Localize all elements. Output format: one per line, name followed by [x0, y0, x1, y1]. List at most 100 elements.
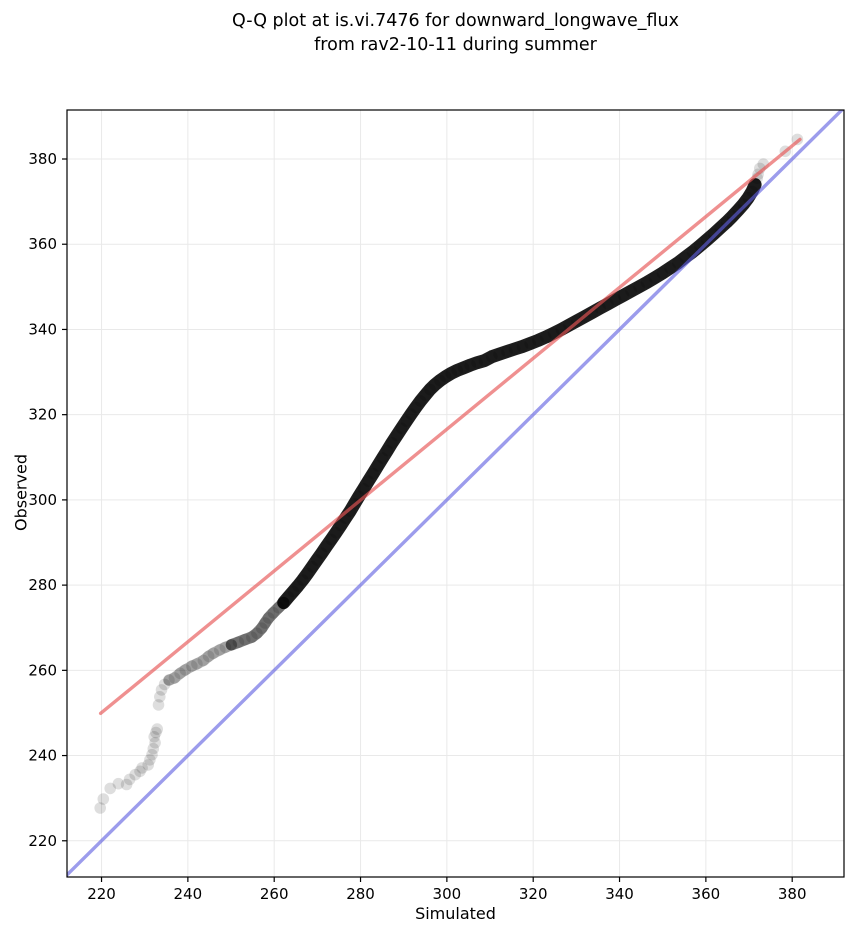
scatter-point: [508, 343, 521, 355]
scatter-point: [707, 228, 720, 240]
scatter-point: [207, 647, 220, 660]
scatter-point: [315, 547, 328, 559]
x-tick-label: 240: [174, 885, 203, 903]
scatter-point: [464, 359, 477, 372]
x-tick-label: 260: [260, 885, 289, 903]
scatter-point: [609, 293, 622, 306]
scatter-point: [214, 644, 226, 656]
scatter-point: [259, 617, 271, 629]
scatter-point: [232, 636, 245, 648]
scatter-point: [320, 540, 333, 553]
scatter-point: [391, 429, 403, 442]
scatter-point: [306, 561, 319, 573]
scatter-point: [151, 723, 163, 735]
scatter-point: [395, 422, 408, 435]
y-tick-label: 360: [28, 235, 57, 253]
x-tick-label: 380: [778, 885, 807, 903]
y-tick-label: 380: [28, 150, 57, 168]
y-tick-label: 280: [28, 576, 57, 594]
scatter-point: [372, 460, 384, 472]
scatter-point: [296, 574, 309, 586]
scatter-point: [149, 737, 161, 749]
scatter-point: [168, 672, 181, 684]
scatter-point: [501, 345, 513, 358]
scatter-point: [367, 467, 379, 480]
x-tick-label: 220: [87, 885, 116, 903]
plot-title: Q-Q plot at is.vi.7476 for downward_long…: [67, 9, 844, 57]
scatter-point: [414, 395, 427, 407]
scatter-point: [664, 262, 676, 274]
scatter-point: [486, 350, 498, 363]
scatter-point: [471, 356, 483, 369]
scatter-point: [282, 591, 295, 603]
scatter-point: [112, 777, 125, 790]
scatter-point: [262, 612, 275, 624]
scatter-point: [219, 641, 232, 654]
scatter-density-band: [163, 639, 237, 686]
scatter-point: [174, 667, 186, 680]
scatter-point: [640, 276, 653, 289]
scatter-point: [277, 596, 290, 609]
scatter-point: [197, 654, 210, 667]
scatter-point: [136, 762, 148, 774]
scatter-point: [357, 483, 370, 495]
scatter-point: [163, 674, 175, 686]
scatter-point: [287, 585, 300, 598]
scatter-point: [524, 337, 536, 350]
scatter-point: [147, 742, 160, 755]
scatter-density-band: [225, 596, 290, 651]
scatter-point: [410, 401, 422, 414]
scatter-point: [129, 768, 141, 781]
scatter-point: [749, 178, 761, 191]
y-axis-label: Observed: [11, 454, 31, 531]
scatter-point: [539, 331, 552, 343]
scatter-point: [493, 348, 505, 361]
scatter-point: [516, 340, 529, 353]
scatter-point: [400, 415, 413, 427]
x-axis-label: Simulated: [415, 904, 496, 923]
axes-spines: [66, 109, 845, 878]
scatter-point: [186, 660, 198, 672]
y-tick-label: 260: [28, 661, 57, 679]
scatter-point: [656, 267, 669, 280]
scatter-point: [292, 580, 304, 592]
scatter-point: [737, 198, 750, 210]
x-tick-label: 340: [605, 885, 634, 903]
scatter-point: [648, 272, 661, 284]
scatter-point: [97, 793, 110, 805]
scatter-point: [148, 731, 160, 743]
scatter-point: [381, 444, 394, 457]
x-tick-label: 320: [519, 885, 548, 903]
scatter-point: [202, 650, 215, 663]
scatter-point: [179, 664, 192, 676]
identity-line: [67, 110, 844, 877]
scatter-point: [155, 684, 168, 696]
scatter-point: [625, 285, 637, 297]
scatter-point: [152, 699, 165, 711]
y-tick-label: 340: [28, 320, 57, 338]
fit-line: [98, 137, 802, 716]
scatter-point: [325, 533, 338, 546]
scatter-point: [144, 754, 156, 766]
scatter-point: [123, 773, 136, 786]
scatter-point: [120, 778, 133, 791]
scatter-point: [439, 370, 452, 383]
scatter-point: [239, 633, 251, 646]
scatter-point: [547, 327, 560, 340]
x-tick-label: 280: [346, 885, 375, 903]
scatter-point: [267, 607, 280, 619]
x-tick-label: 300: [433, 885, 462, 903]
scatter-point: [255, 622, 268, 634]
scatter-point: [154, 691, 166, 703]
scatter-point: [672, 257, 684, 269]
scatter-point: [419, 389, 432, 401]
scatter-point: [191, 658, 203, 670]
scatter-point: [330, 526, 342, 539]
scatter-point: [158, 678, 171, 691]
scatter-point: [633, 281, 645, 293]
scatter-point: [434, 374, 446, 387]
scatter-point: [424, 383, 436, 396]
scatter-point: [617, 289, 630, 302]
